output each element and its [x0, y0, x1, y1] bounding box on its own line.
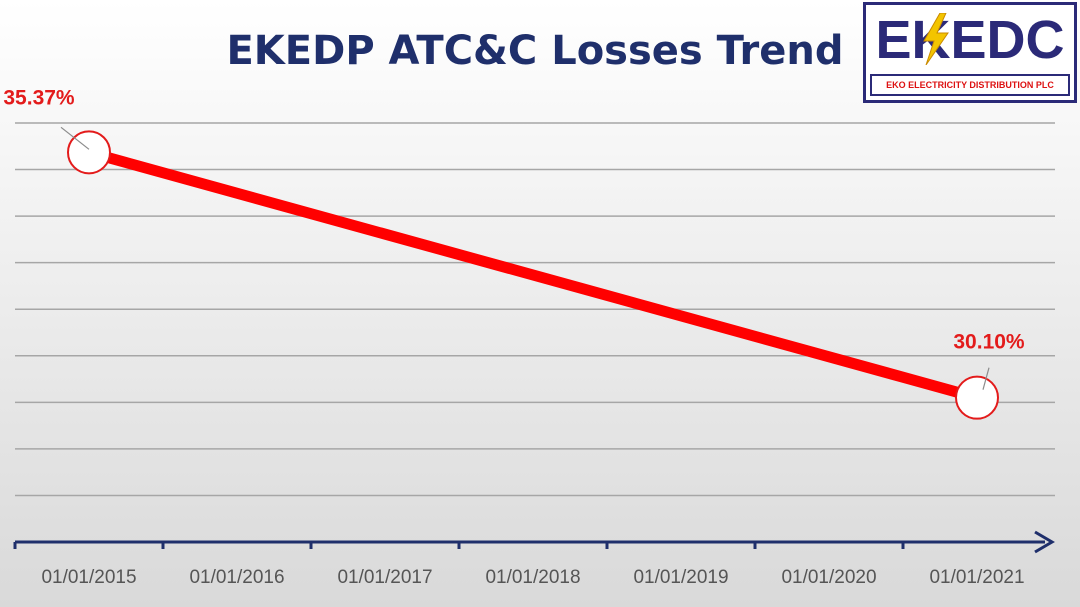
lightning-icon: [923, 13, 949, 65]
x-tick-label: 01/01/2020: [781, 567, 876, 588]
data-label: 35.37%: [3, 86, 75, 109]
ekedc-logo: EKEDC EKO ELECTRICITY DISTRIBUTION PLC: [863, 2, 1077, 103]
data-line: [83, 146, 983, 404]
label-leader: [60, 126, 90, 150]
label-leader: [982, 367, 990, 390]
x-tick-label: 01/01/2017: [337, 567, 432, 588]
x-tick-label: 01/01/2015: [41, 567, 136, 588]
x-tick-label: 01/01/2021: [929, 567, 1024, 588]
x-tick-label: 01/01/2016: [189, 567, 284, 588]
logo-wordmark: EKEDC: [875, 10, 1065, 70]
data-point: [955, 375, 999, 420]
x-tick-label: 01/01/2019: [633, 567, 728, 588]
logo-subtitle: EKO ELECTRICITY DISTRIBUTION PLC: [870, 74, 1070, 96]
x-axis-arrow: [1034, 530, 1055, 554]
x-tick-label: 01/01/2018: [485, 567, 580, 588]
chart-title: EKEDP ATC&C Losses Trend: [226, 28, 844, 74]
data-label: 30.10%: [953, 331, 1025, 354]
